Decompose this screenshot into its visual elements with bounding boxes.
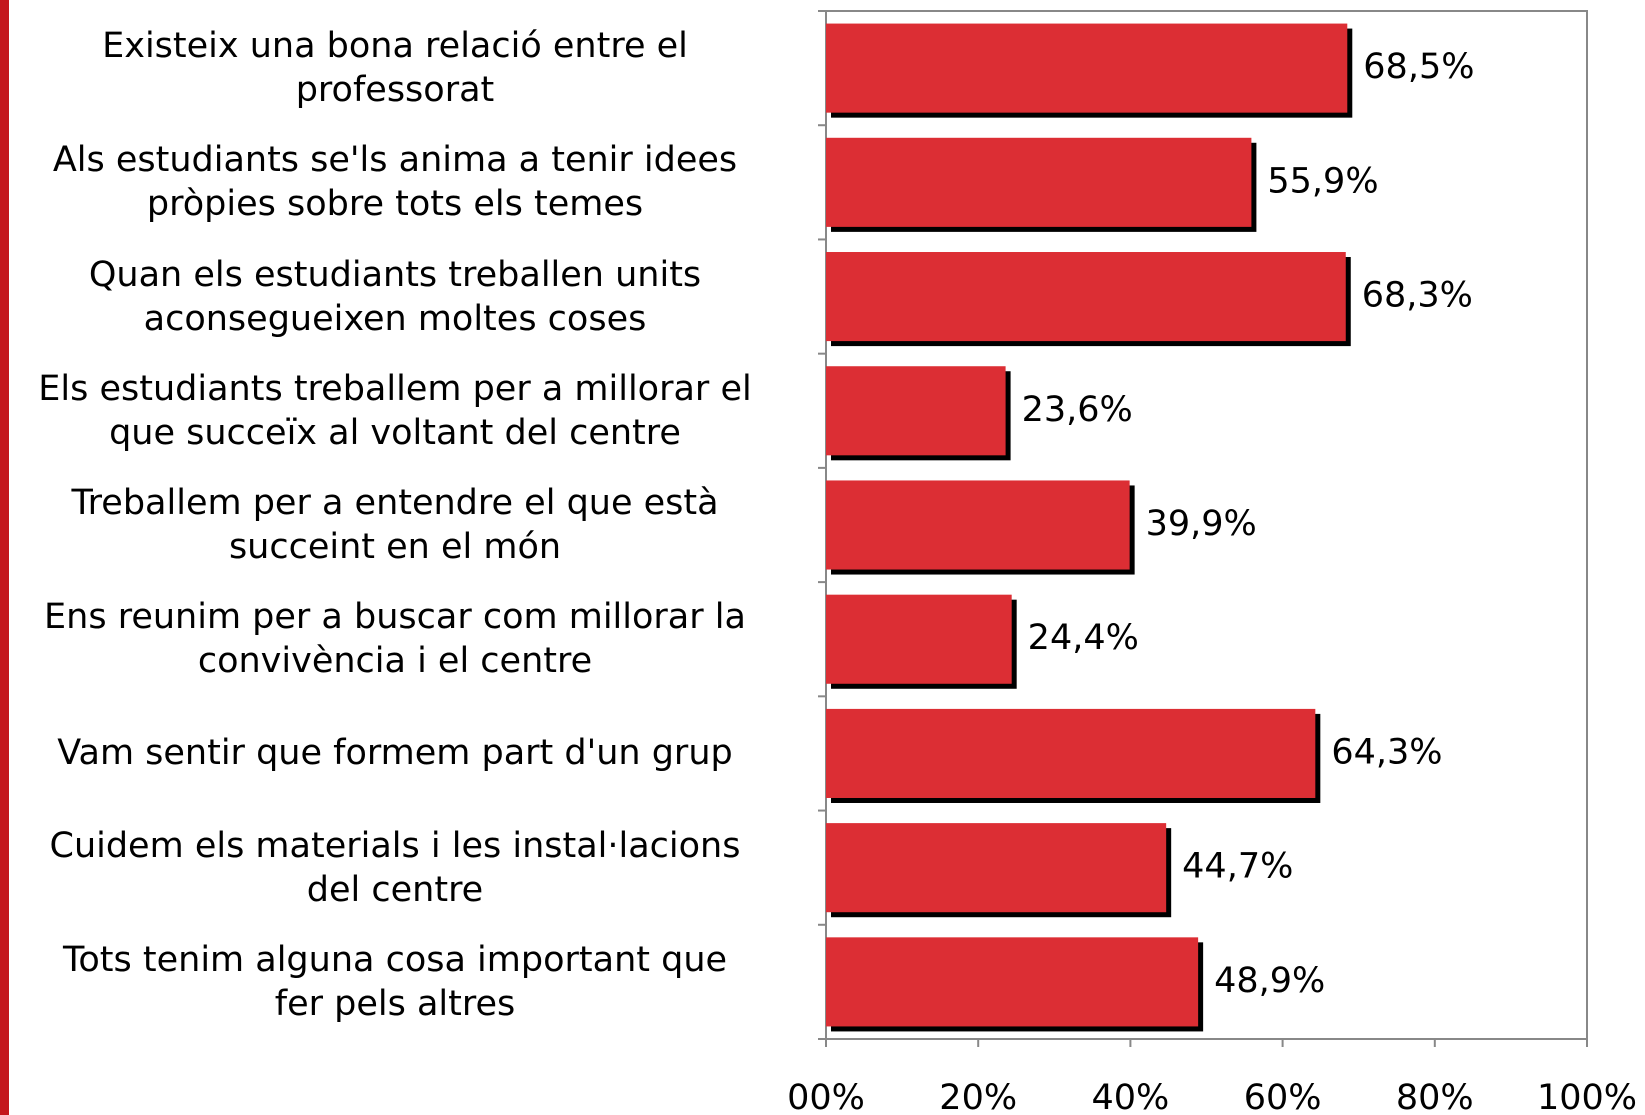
x-tick-label: 00% <box>787 1078 865 1115</box>
category-label: Ens reunim per a buscar com millorar la … <box>44 597 746 682</box>
bar <box>826 823 1167 913</box>
x-tick-label: 60% <box>1244 1078 1322 1115</box>
category-label: Els estudiants treballem per a millorar … <box>38 368 752 453</box>
left-stripe <box>0 0 9 1115</box>
x-tick-label: 20% <box>939 1078 1017 1115</box>
value-label: 68,5% <box>1363 47 1474 87</box>
value-label: 39,9% <box>1146 504 1257 544</box>
bar <box>826 594 1012 684</box>
category-label: Quan els estudiants treballen units acon… <box>88 254 702 339</box>
x-tick-label: 80% <box>1396 1078 1474 1115</box>
x-tick-label: 40% <box>1092 1078 1170 1115</box>
value-label: 55,9% <box>1267 161 1378 201</box>
value-label: 44,7% <box>1182 847 1293 887</box>
value-label: 24,4% <box>1028 618 1139 658</box>
bar <box>826 480 1130 570</box>
value-label: 48,9% <box>1214 961 1325 1001</box>
bar <box>826 937 1199 1027</box>
category-label: Tots tenim alguna cosa important que fer… <box>62 939 728 1024</box>
bar <box>826 708 1316 798</box>
category-label: Treballem per a entendre el que està suc… <box>71 483 719 567</box>
bar <box>826 137 1252 227</box>
bar <box>826 23 1348 113</box>
category-label: Als estudiants se'ls anima a tenir idees… <box>52 140 738 225</box>
bar <box>826 252 1346 342</box>
category-label: Vam sentir que formem part d'un grup <box>57 733 733 774</box>
category-label: Existeix una bona relació entre el profe… <box>102 26 688 111</box>
value-label: 64,3% <box>1331 732 1442 772</box>
bar <box>826 366 1006 456</box>
value-label: 68,3% <box>1362 276 1473 316</box>
category-label: Cuidem els materials i les instal·lacion… <box>49 825 741 910</box>
x-tick-label: 100% <box>1537 1078 1637 1115</box>
plot-frame <box>826 10 1588 1039</box>
value-label: 23,6% <box>1022 390 1133 430</box>
